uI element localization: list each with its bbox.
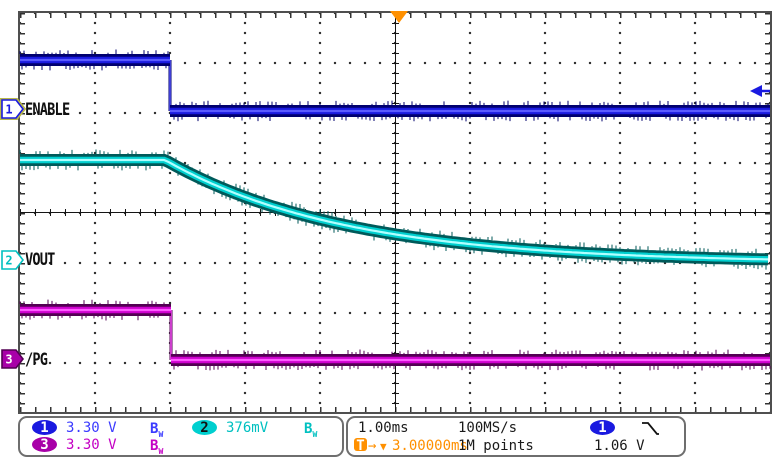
falling-slope-icon [642,422,659,435]
channel-1-scale: 3.30 V [66,420,117,436]
channel-2-bandwidth-icon: BW [304,421,317,443]
ch2-trace [20,158,769,261]
channel-2-label: VOUT [25,250,55,270]
bw-w: W [312,429,318,439]
sample-rate: 100MS/s [458,420,518,436]
bw-b: B [304,421,313,437]
channel-1-label: ENABLE [25,100,70,120]
bw-b: B [150,438,159,454]
bw-b: B [150,421,159,437]
channel-3-bandwidth-icon: BW [150,438,163,460]
trigger-position-marker-icon: ▼ [380,440,387,453]
bw-w: W [158,429,164,439]
ch2-trace-noise [19,149,767,270]
center-vertical-axis [395,13,396,412]
trigger-position-marker-icon[interactable] [390,11,408,23]
channel-1-badge: 1 [32,420,57,436]
ch3-trace-noise [19,299,771,371]
channel-3-position-marker-number: 3 [5,353,12,367]
channel-2-scale: 376mV [226,420,269,436]
channel-1-bandwidth-icon: BW [150,421,163,443]
trigger-level-arrow-icon[interactable] [750,85,762,97]
channel-1-position-marker-number: 1 [5,103,12,117]
bw-w: W [158,446,164,456]
ch2-trace [20,154,769,266]
record-length: 1M points [458,438,534,454]
channel-3-label: /PG [25,350,48,370]
trigger-position-readout: 3.00000ms [392,438,468,454]
channel-3-badge: 3 [32,437,57,453]
trigger-t-icon: T [354,438,367,454]
trigger-source-badge: 1 [590,420,615,436]
channel-readout-box: 1 3.30 V BW 2 376mV BW 3 3.30 V BW [18,416,344,457]
ch1-trace-noise [19,49,769,122]
trigger-level-readout: 1.06 V [594,438,645,454]
trigger-arrow-icon: → [368,438,377,454]
timebase-scale: 1.00ms [358,420,409,436]
channel-1-position-marker-selected-outline [0,98,27,120]
channel-2-position-marker[interactable] [1,250,25,270]
channel-3-position-marker[interactable] [1,349,25,369]
channel-3-scale: 3.30 V [66,437,117,453]
graticule [18,11,772,414]
channel-1-position-marker[interactable] [1,99,25,119]
channel-2-badge: 2 [192,420,217,436]
ch2-trace [20,156,769,263]
channel-2-position-marker-number: 2 [5,254,12,268]
timebase-trigger-readout-box: 1.00ms 100MS/s 1 T → ▼ 3.00000ms 1M poin… [346,416,686,457]
